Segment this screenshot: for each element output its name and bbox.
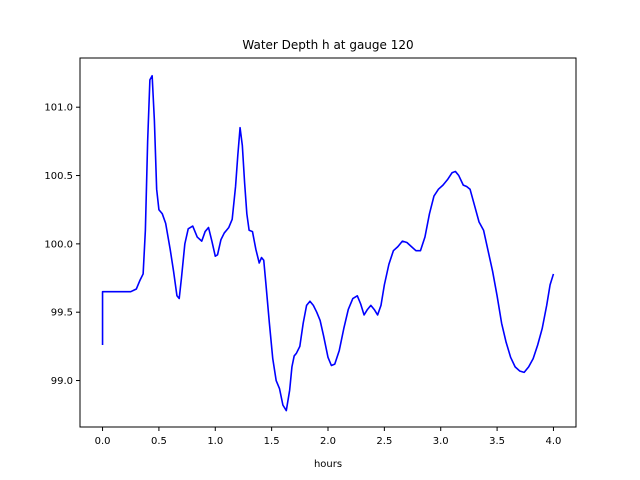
- x-tick-label: 0.0: [95, 436, 111, 447]
- chart-title: Water Depth h at gauge 120: [242, 38, 413, 52]
- y-tick-label: 99.5: [51, 308, 73, 319]
- x-tick-label: 1.0: [207, 436, 223, 447]
- x-axis: 0.0 0.5 1.0 1.5 2.0 2.5 3.0 3.5 4.0: [95, 427, 562, 447]
- y-tick-label: 100.5: [44, 171, 73, 182]
- x-tick-label: 0.5: [151, 436, 167, 447]
- y-tick-label: 99.0: [51, 376, 73, 387]
- x-tick-label: 2.5: [376, 436, 392, 447]
- x-tick-label: 3.5: [489, 436, 505, 447]
- y-tick-label: 100.0: [44, 239, 73, 250]
- y-axis: 99.0 99.5 100.0 100.5 101.0: [44, 103, 80, 387]
- x-tick-label: 4.0: [546, 436, 562, 447]
- y-tick-label: 101.0: [44, 103, 73, 114]
- x-axis-label: hours: [314, 459, 342, 470]
- x-tick-label: 2.0: [320, 436, 336, 447]
- series-line-0: [101, 74, 555, 412]
- x-tick-label: 1.5: [264, 436, 280, 447]
- series-layer: [101, 74, 555, 412]
- x-tick-label: 3.0: [433, 436, 449, 447]
